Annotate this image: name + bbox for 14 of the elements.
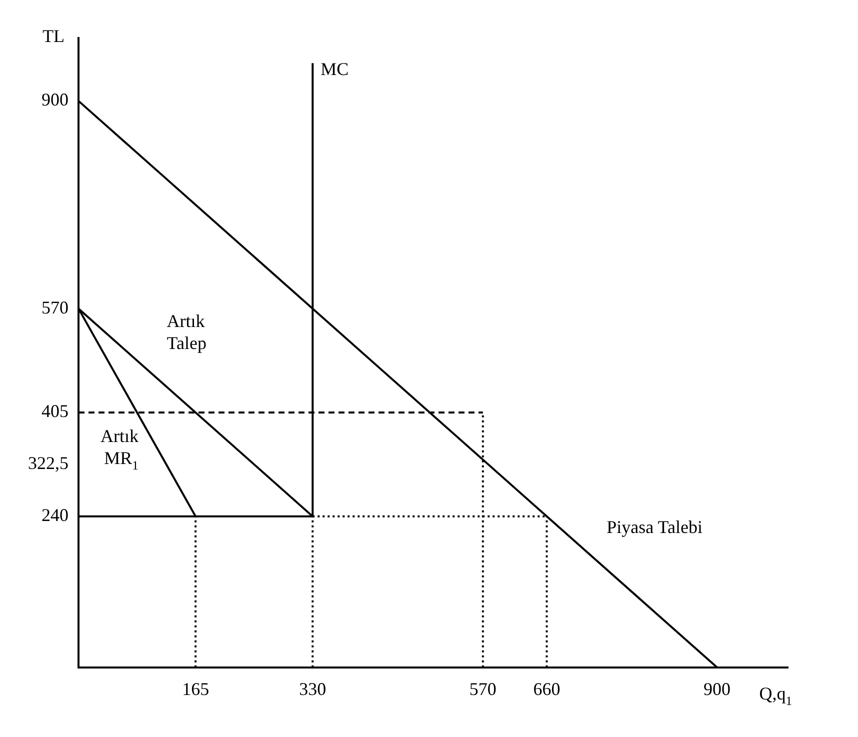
y-tick-label: 900: [42, 90, 68, 110]
x-tick-label: 660: [533, 678, 560, 699]
x-tick-label: 165: [182, 678, 210, 699]
x-tick-label: 570: [469, 678, 496, 699]
y-tick-label: 570: [42, 297, 68, 318]
x-tick-label: 900: [704, 678, 731, 699]
x-tick-label: 330: [299, 678, 326, 699]
y-tick-label: 322,5: [28, 453, 68, 474]
y-tick-label: 240: [42, 505, 68, 526]
series-label: MC: [320, 59, 349, 80]
series-label: Artık Talep: [166, 310, 206, 353]
y-tick-label: 405: [42, 401, 68, 422]
series-label: Piyasa Talebi: [606, 516, 702, 537]
y-axis-title: TL: [42, 26, 65, 46]
